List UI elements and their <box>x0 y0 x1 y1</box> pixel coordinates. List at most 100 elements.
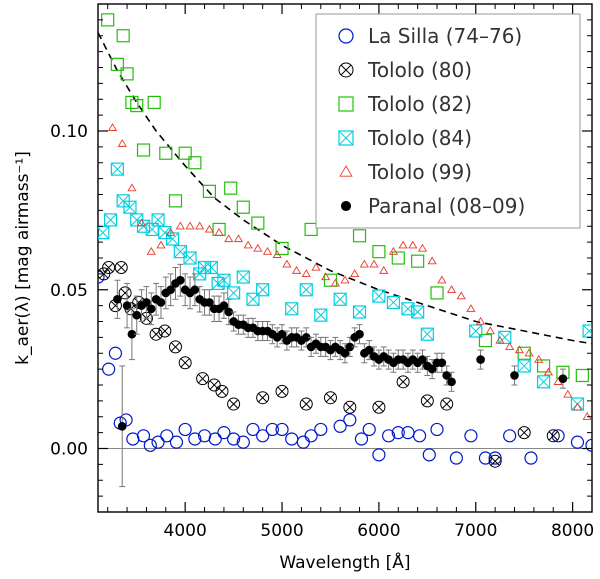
data-point <box>304 429 318 443</box>
data-point <box>420 394 434 408</box>
data-point <box>188 156 202 170</box>
data-point <box>563 389 573 398</box>
data-point <box>168 194 183 208</box>
legend-marker <box>338 28 354 44</box>
legend-label: Tololo (99) <box>367 160 472 184</box>
legend-marker <box>338 130 354 146</box>
legend-item: Tololo (80) <box>338 58 472 82</box>
data-point <box>256 283 270 297</box>
data-point <box>411 254 425 268</box>
data-point <box>224 234 234 243</box>
data-point <box>418 355 427 364</box>
data-point <box>498 330 512 344</box>
data-point <box>214 227 224 236</box>
data-point <box>291 265 302 274</box>
data-point <box>311 262 321 271</box>
data-point <box>159 146 173 160</box>
legend-label: Paranal (08–09) <box>368 194 525 218</box>
data-point <box>466 304 476 312</box>
data-point <box>168 340 182 354</box>
data-point <box>282 259 292 268</box>
data-point <box>208 432 222 446</box>
data-point <box>204 224 215 233</box>
data-point <box>352 305 367 319</box>
data-point <box>372 400 386 414</box>
data-point <box>323 391 337 405</box>
data-point <box>427 364 437 374</box>
data-point <box>205 298 214 307</box>
data-point <box>110 162 124 176</box>
data-point <box>185 221 195 230</box>
data-point <box>398 240 408 249</box>
ticks-layer: 4000 5000 6000 7000 8000 0.00 0.05 0.10 <box>50 3 594 541</box>
data-point <box>113 294 122 304</box>
data-point <box>299 283 313 297</box>
data-point <box>536 375 551 389</box>
data-point <box>224 181 238 195</box>
data-point <box>299 397 313 411</box>
data-point <box>469 324 483 338</box>
data-point <box>412 429 427 443</box>
data-point <box>117 421 127 431</box>
data-point <box>224 307 234 317</box>
data-point <box>391 251 405 265</box>
data-point <box>253 243 263 252</box>
data-point <box>275 422 289 437</box>
data-point <box>321 272 331 281</box>
legend-marker <box>340 200 352 212</box>
data-point <box>449 451 463 465</box>
data-point <box>236 435 250 449</box>
data-point <box>408 240 418 249</box>
data-point <box>517 426 531 440</box>
data-point <box>265 422 279 437</box>
data-point <box>233 234 244 243</box>
data-point <box>176 275 185 285</box>
y-axis-title: k_aer(λ) [mag airmass⁻¹] <box>13 151 33 365</box>
data-point <box>546 429 560 443</box>
data-point <box>314 422 328 437</box>
data-point <box>204 260 218 275</box>
data-point <box>156 298 166 307</box>
series-2 <box>101 13 589 383</box>
data-point <box>354 432 369 446</box>
data-point <box>246 422 260 437</box>
x-tick-label: 4000 <box>164 521 207 541</box>
legend-label: Tololo (84) <box>367 126 472 150</box>
data-point <box>166 285 175 295</box>
y-tick-label: 0.05 <box>50 281 88 301</box>
data-point <box>524 451 538 465</box>
data-point <box>391 426 405 440</box>
data-point <box>275 384 289 398</box>
data-point <box>558 374 568 383</box>
legend-box <box>315 13 581 229</box>
data-point <box>323 273 338 287</box>
data-point <box>285 432 299 446</box>
data-point <box>275 241 289 256</box>
data-point <box>122 301 132 310</box>
data-point <box>485 326 495 335</box>
data-point <box>102 362 116 376</box>
data-point <box>178 356 192 370</box>
data-point <box>136 143 151 157</box>
legend-item: La Silla (74–76) <box>338 24 522 48</box>
data-point <box>217 426 231 440</box>
data-point <box>130 98 144 113</box>
series-3 <box>98 162 592 411</box>
data-point <box>420 327 434 341</box>
data-point <box>372 245 386 259</box>
data-point <box>285 302 299 316</box>
legend-label: La Silla (74–76) <box>368 24 522 48</box>
data-point <box>372 289 386 303</box>
data-point <box>166 227 176 236</box>
data-point <box>236 200 250 214</box>
legend-marker <box>338 62 354 78</box>
data-point <box>345 342 355 352</box>
legend-label: Tololo (80) <box>367 58 472 82</box>
data-point <box>116 29 130 43</box>
data-point <box>251 216 265 230</box>
data-point <box>236 270 250 284</box>
data-point <box>330 278 340 287</box>
data-point <box>514 345 524 354</box>
data-point <box>536 359 551 373</box>
